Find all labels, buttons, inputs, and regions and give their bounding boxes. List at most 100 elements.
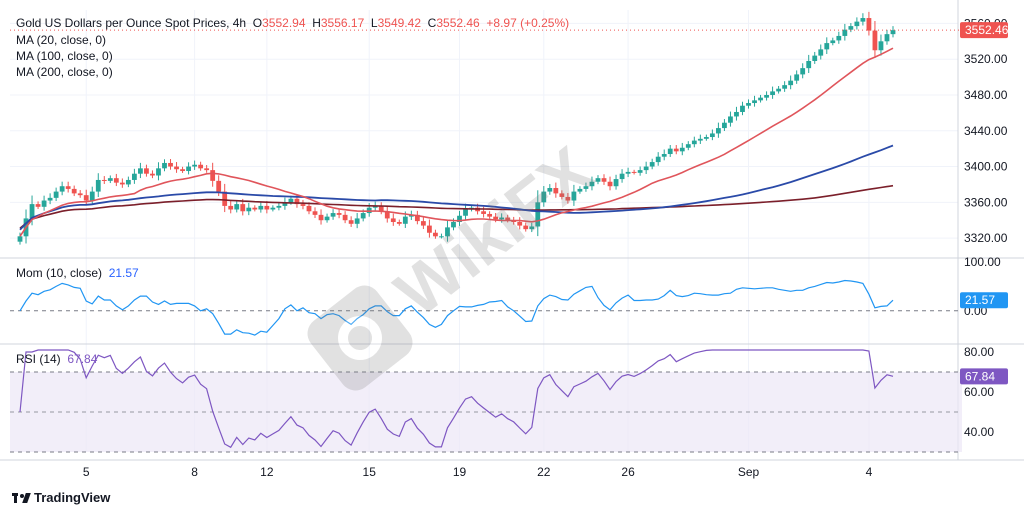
candle [818,49,824,56]
candle [378,205,384,212]
candle [457,215,462,223]
candle [752,100,757,104]
rsi-tag: 67.84 [965,369,995,383]
candle [728,116,733,123]
candle [402,216,408,224]
x-tick-label: 8 [191,465,198,479]
candle [589,181,595,187]
candle [433,232,438,237]
candle [445,227,450,237]
candle [77,193,83,196]
price-tick-label: 3440.00 [964,124,1008,138]
candle [240,204,246,212]
legend-ma200[interactable]: MA (200, close, 0) [16,65,113,79]
last-price-tag-bg [960,22,1008,39]
candle [637,170,643,173]
legend-ma20[interactable]: MA (20, close, 0) [16,33,107,47]
moving-averages [19,47,894,237]
chart-header: Gold US Dollars per Ounce Spot Prices, 4… [16,16,569,30]
momentum-tag-bg [960,292,1008,309]
candle [529,226,535,230]
x-tick-label: 15 [363,465,377,479]
momentum-label: Mom (10, close) [16,266,103,280]
candle [396,222,402,224]
price-tick-label: 3520.00 [964,52,1008,66]
change-value: +8.97 (+0.25%) [486,16,570,30]
candle [71,188,77,194]
candle [860,18,866,22]
candle [788,80,794,86]
candle [168,162,173,167]
candle [186,166,191,172]
price-tick-label: 3400.00 [964,160,1008,174]
x-tick-label: 4 [866,465,873,479]
rsi-band [10,371,962,453]
candle [101,179,107,181]
candle [336,213,342,215]
candle [625,171,631,174]
candle [794,74,800,81]
candle [559,193,565,197]
candle [65,186,71,189]
candle [144,168,149,174]
candle [192,164,197,167]
rsi-value: 67.84 [67,352,98,366]
tradingview-logo[interactable]: TradingView [12,490,110,505]
candle [294,198,300,205]
candle [499,217,505,220]
high-value: 3556.17 [320,16,365,30]
candle [667,148,673,155]
open-value: 3552.94 [262,16,306,30]
candle [697,138,703,141]
candle [276,205,282,208]
candle [878,41,884,51]
x-tick-label: 12 [260,465,274,479]
candle [354,218,360,224]
candle [613,179,619,187]
candle [408,214,414,217]
candle [595,178,601,182]
candle [812,55,818,61]
legend-ma100[interactable]: MA (100, close, 0) [16,49,113,63]
ma20-line [19,47,894,237]
candle [691,140,697,145]
candle [107,178,113,181]
momentum-legend[interactable]: Mom (10, close) 21.57 [16,266,139,280]
candle [439,236,444,238]
momentum-pane [10,279,962,336]
candle [722,122,727,129]
candle [523,225,529,230]
candle [228,205,234,210]
tradingview-icon [12,492,31,503]
candle [246,207,252,212]
candle [306,205,312,212]
candle [35,204,41,207]
candle [782,85,788,89]
momentum-value: 21.57 [108,266,139,280]
candle [131,173,137,180]
rsi-tag-bg [960,368,1008,385]
candle [29,204,35,219]
candle [216,180,222,192]
candle [210,170,216,181]
candle [716,128,721,134]
x-tick-label: Sep [738,465,760,479]
candle [565,196,571,201]
rsi-legend[interactable]: RSI (14) 67.84 [16,352,97,366]
candle [138,168,143,174]
candle [89,191,95,201]
candle [764,94,769,98]
candle [252,207,258,210]
candle [53,191,59,198]
candle [583,186,589,189]
candle [366,207,372,214]
candle [204,168,210,171]
candle [541,191,547,203]
candle [59,186,65,192]
candle [740,105,745,112]
candle [222,191,228,206]
candle [848,26,854,30]
candle [890,30,896,35]
candle [258,205,264,210]
